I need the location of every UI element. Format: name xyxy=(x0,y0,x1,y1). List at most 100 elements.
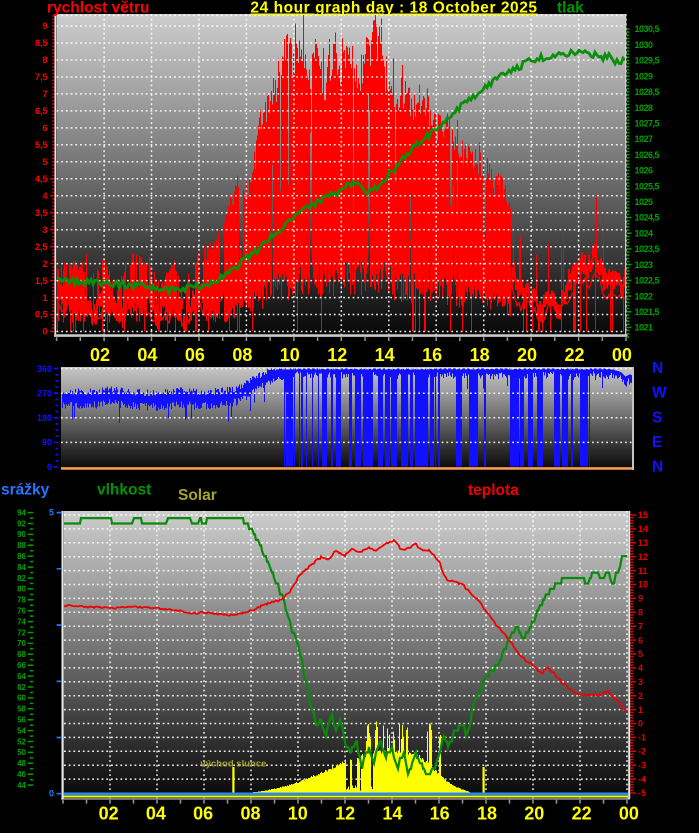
svg-text:20: 20 xyxy=(524,804,544,824)
svg-text:1024,5: 1024,5 xyxy=(635,213,660,223)
svg-text:9: 9 xyxy=(638,594,643,604)
svg-text:74: 74 xyxy=(17,617,26,626)
svg-text:44: 44 xyxy=(17,781,26,790)
svg-text:82: 82 xyxy=(17,574,26,583)
svg-text:-1: -1 xyxy=(638,733,646,743)
svg-text:18: 18 xyxy=(477,804,497,824)
svg-text:3: 3 xyxy=(42,225,47,235)
svg-text:84: 84 xyxy=(17,563,26,572)
svg-text:14: 14 xyxy=(638,524,648,534)
svg-text:68: 68 xyxy=(17,650,26,659)
svg-text:1027,5: 1027,5 xyxy=(635,118,660,128)
svg-text:9: 9 xyxy=(42,21,47,31)
svg-text:08: 08 xyxy=(232,345,252,365)
svg-text:11: 11 xyxy=(638,566,648,576)
svg-text:7: 7 xyxy=(638,621,643,631)
svg-text:1027: 1027 xyxy=(635,134,654,144)
svg-text:8: 8 xyxy=(42,55,47,65)
svg-text:86: 86 xyxy=(17,552,26,561)
svg-text:58: 58 xyxy=(17,705,26,714)
svg-text:48: 48 xyxy=(17,759,26,768)
svg-text:-5: -5 xyxy=(638,788,646,798)
svg-text:1021: 1021 xyxy=(635,323,654,333)
svg-text:04: 04 xyxy=(137,345,157,365)
svg-text:5,5: 5,5 xyxy=(35,140,48,150)
svg-text:88: 88 xyxy=(17,541,26,550)
svg-text:1021,5: 1021,5 xyxy=(635,307,660,317)
svg-text:vlhkost: vlhkost xyxy=(97,482,151,499)
svg-text:1022,5: 1022,5 xyxy=(635,276,660,286)
svg-text:04: 04 xyxy=(146,804,166,824)
svg-text:4: 4 xyxy=(42,191,47,201)
svg-text:15: 15 xyxy=(638,510,648,520)
svg-text:tlak: tlak xyxy=(557,0,584,17)
svg-text:1026: 1026 xyxy=(635,166,654,176)
svg-text:08: 08 xyxy=(240,804,260,824)
svg-text:1023: 1023 xyxy=(635,260,654,270)
svg-text:N: N xyxy=(652,459,663,476)
svg-text:50: 50 xyxy=(17,748,26,757)
svg-text:06: 06 xyxy=(185,345,205,365)
svg-text:76: 76 xyxy=(17,607,26,616)
svg-text:14: 14 xyxy=(382,804,402,824)
svg-text:22: 22 xyxy=(564,345,584,365)
svg-text:1028,5: 1028,5 xyxy=(635,87,660,97)
svg-text:180: 180 xyxy=(37,413,52,423)
svg-text:1023,5: 1023,5 xyxy=(635,244,660,254)
svg-text:06: 06 xyxy=(193,804,213,824)
svg-text:62: 62 xyxy=(17,683,26,692)
svg-text:13: 13 xyxy=(638,538,648,548)
svg-text:10: 10 xyxy=(280,345,300,365)
svg-text:80: 80 xyxy=(17,585,26,594)
svg-text:12: 12 xyxy=(327,345,347,365)
svg-text:0: 0 xyxy=(638,719,643,729)
svg-text:14: 14 xyxy=(375,345,395,365)
svg-text:78: 78 xyxy=(17,596,26,605)
svg-text:0: 0 xyxy=(49,789,54,799)
svg-text:-4: -4 xyxy=(638,774,646,784)
svg-text:1028: 1028 xyxy=(635,103,654,113)
svg-text:56: 56 xyxy=(17,716,26,725)
svg-text:22: 22 xyxy=(572,804,592,824)
svg-text:1026,5: 1026,5 xyxy=(635,150,660,160)
svg-text:16: 16 xyxy=(422,345,442,365)
svg-text:-3: -3 xyxy=(638,760,646,770)
svg-text:7,5: 7,5 xyxy=(35,72,48,82)
svg-text:64: 64 xyxy=(17,672,26,681)
svg-text:94: 94 xyxy=(17,508,26,517)
svg-text:00: 00 xyxy=(619,804,639,824)
svg-text:60: 60 xyxy=(17,694,26,703)
svg-text:1,5: 1,5 xyxy=(35,276,48,286)
svg-text:270: 270 xyxy=(37,388,52,398)
svg-text:0: 0 xyxy=(42,327,47,337)
svg-text:1025: 1025 xyxy=(635,197,654,207)
svg-text:srážky: srážky xyxy=(1,482,50,499)
svg-text:24 hour graph day : 18 October: 24 hour graph day : 18 October 2025 xyxy=(250,0,537,17)
svg-text:1029,5: 1029,5 xyxy=(635,56,660,66)
svg-text:1: 1 xyxy=(638,705,643,715)
svg-text:6: 6 xyxy=(638,635,643,645)
svg-text:46: 46 xyxy=(17,770,26,779)
svg-text:72: 72 xyxy=(17,628,26,637)
svg-text:02: 02 xyxy=(99,804,119,824)
svg-text:3,5: 3,5 xyxy=(35,208,48,218)
svg-text:66: 66 xyxy=(17,661,26,670)
svg-text:02: 02 xyxy=(90,345,110,365)
svg-text:1030,5: 1030,5 xyxy=(635,24,660,34)
svg-text:rychlost větru: rychlost větru xyxy=(47,0,150,17)
svg-text:3: 3 xyxy=(638,677,643,687)
svg-text:1024: 1024 xyxy=(635,228,654,238)
svg-text:16: 16 xyxy=(430,804,450,824)
svg-text:20: 20 xyxy=(517,345,537,365)
svg-text:8: 8 xyxy=(638,608,643,618)
svg-text:Solar: Solar xyxy=(178,487,217,504)
svg-text:7: 7 xyxy=(42,89,47,99)
svg-text:S: S xyxy=(652,409,662,426)
svg-text:2: 2 xyxy=(638,691,643,701)
svg-text:1: 1 xyxy=(42,293,47,303)
svg-text:1030: 1030 xyxy=(635,40,654,50)
svg-text:5: 5 xyxy=(638,649,643,659)
svg-text:4: 4 xyxy=(638,663,643,673)
svg-text:6: 6 xyxy=(42,123,47,133)
svg-text:90: 90 xyxy=(42,438,52,448)
